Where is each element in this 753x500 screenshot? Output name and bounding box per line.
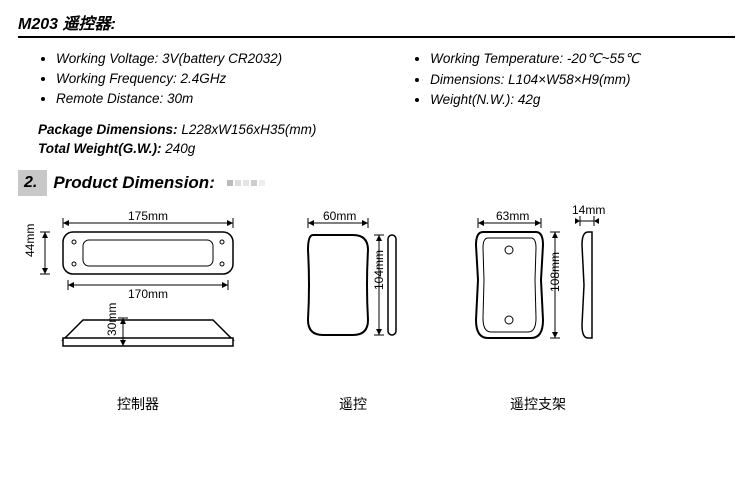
page-title: M203 遥控器:: [18, 16, 116, 33]
specs-block: Working Voltage: 3V(battery CR2032) Work…: [18, 46, 735, 112]
section-header: 2. Product Dimension:: [18, 170, 735, 196]
specs-right: Working Temperature: -20℃~55℃ Dimensions…: [412, 46, 640, 112]
bracket-diagram: 63mm 14mm 108mm 遥控支架: [458, 210, 618, 414]
header: M203 遥控器:: [18, 10, 735, 38]
controller-body-h: 44mm: [23, 224, 37, 257]
remote-h: 104mm: [372, 250, 386, 290]
bracket-w: 63mm: [496, 209, 529, 223]
pkg-weight-value: 240g: [165, 141, 195, 156]
remote-label: 遥控: [339, 394, 367, 414]
bracket-side-w: 14mm: [572, 203, 605, 217]
section-title: Product Dimension:: [53, 173, 215, 193]
bracket-label: 遥控支架: [510, 394, 566, 414]
spec-item: Dimensions: L104×W58×H9(mm): [430, 72, 640, 87]
remote-w: 60mm: [323, 209, 356, 223]
spec-item: Working Temperature: -20℃~55℃: [430, 51, 640, 67]
total-weight: Total Weight(G.W.): 240g: [18, 141, 735, 156]
spec-item: Remote Distance: 30m: [56, 91, 282, 106]
package-dimensions: Package Dimensions: L228xW156xH35(mm): [18, 122, 735, 137]
pkg-dim-value: L228xW156xH35(mm): [181, 122, 316, 137]
decorative-squares: [227, 180, 265, 186]
spec-item: Working Frequency: 2.4GHz: [56, 71, 282, 86]
section-number: 2.: [18, 170, 47, 196]
controller-side-h: 30mm: [105, 303, 119, 336]
controller-top-w: 175mm: [128, 209, 168, 223]
controller-label: 控制器: [117, 394, 159, 414]
spec-item: Working Voltage: 3V(battery CR2032): [56, 51, 282, 66]
pkg-dim-label: Package Dimensions:: [38, 122, 178, 137]
pkg-weight-label: Total Weight(G.W.):: [38, 141, 161, 156]
remote-diagram: 60mm 104mm 遥控: [288, 210, 418, 414]
specs-left: Working Voltage: 3V(battery CR2032) Work…: [38, 46, 282, 112]
diagrams-row: 175mm 44mm 170mm: [18, 210, 735, 414]
spec-item: Weight(N.W.): 42g: [430, 92, 640, 107]
controller-diagram: 175mm 44mm 170mm: [28, 210, 248, 414]
bracket-h: 108mm: [548, 252, 562, 292]
controller-body-w: 170mm: [128, 287, 168, 301]
